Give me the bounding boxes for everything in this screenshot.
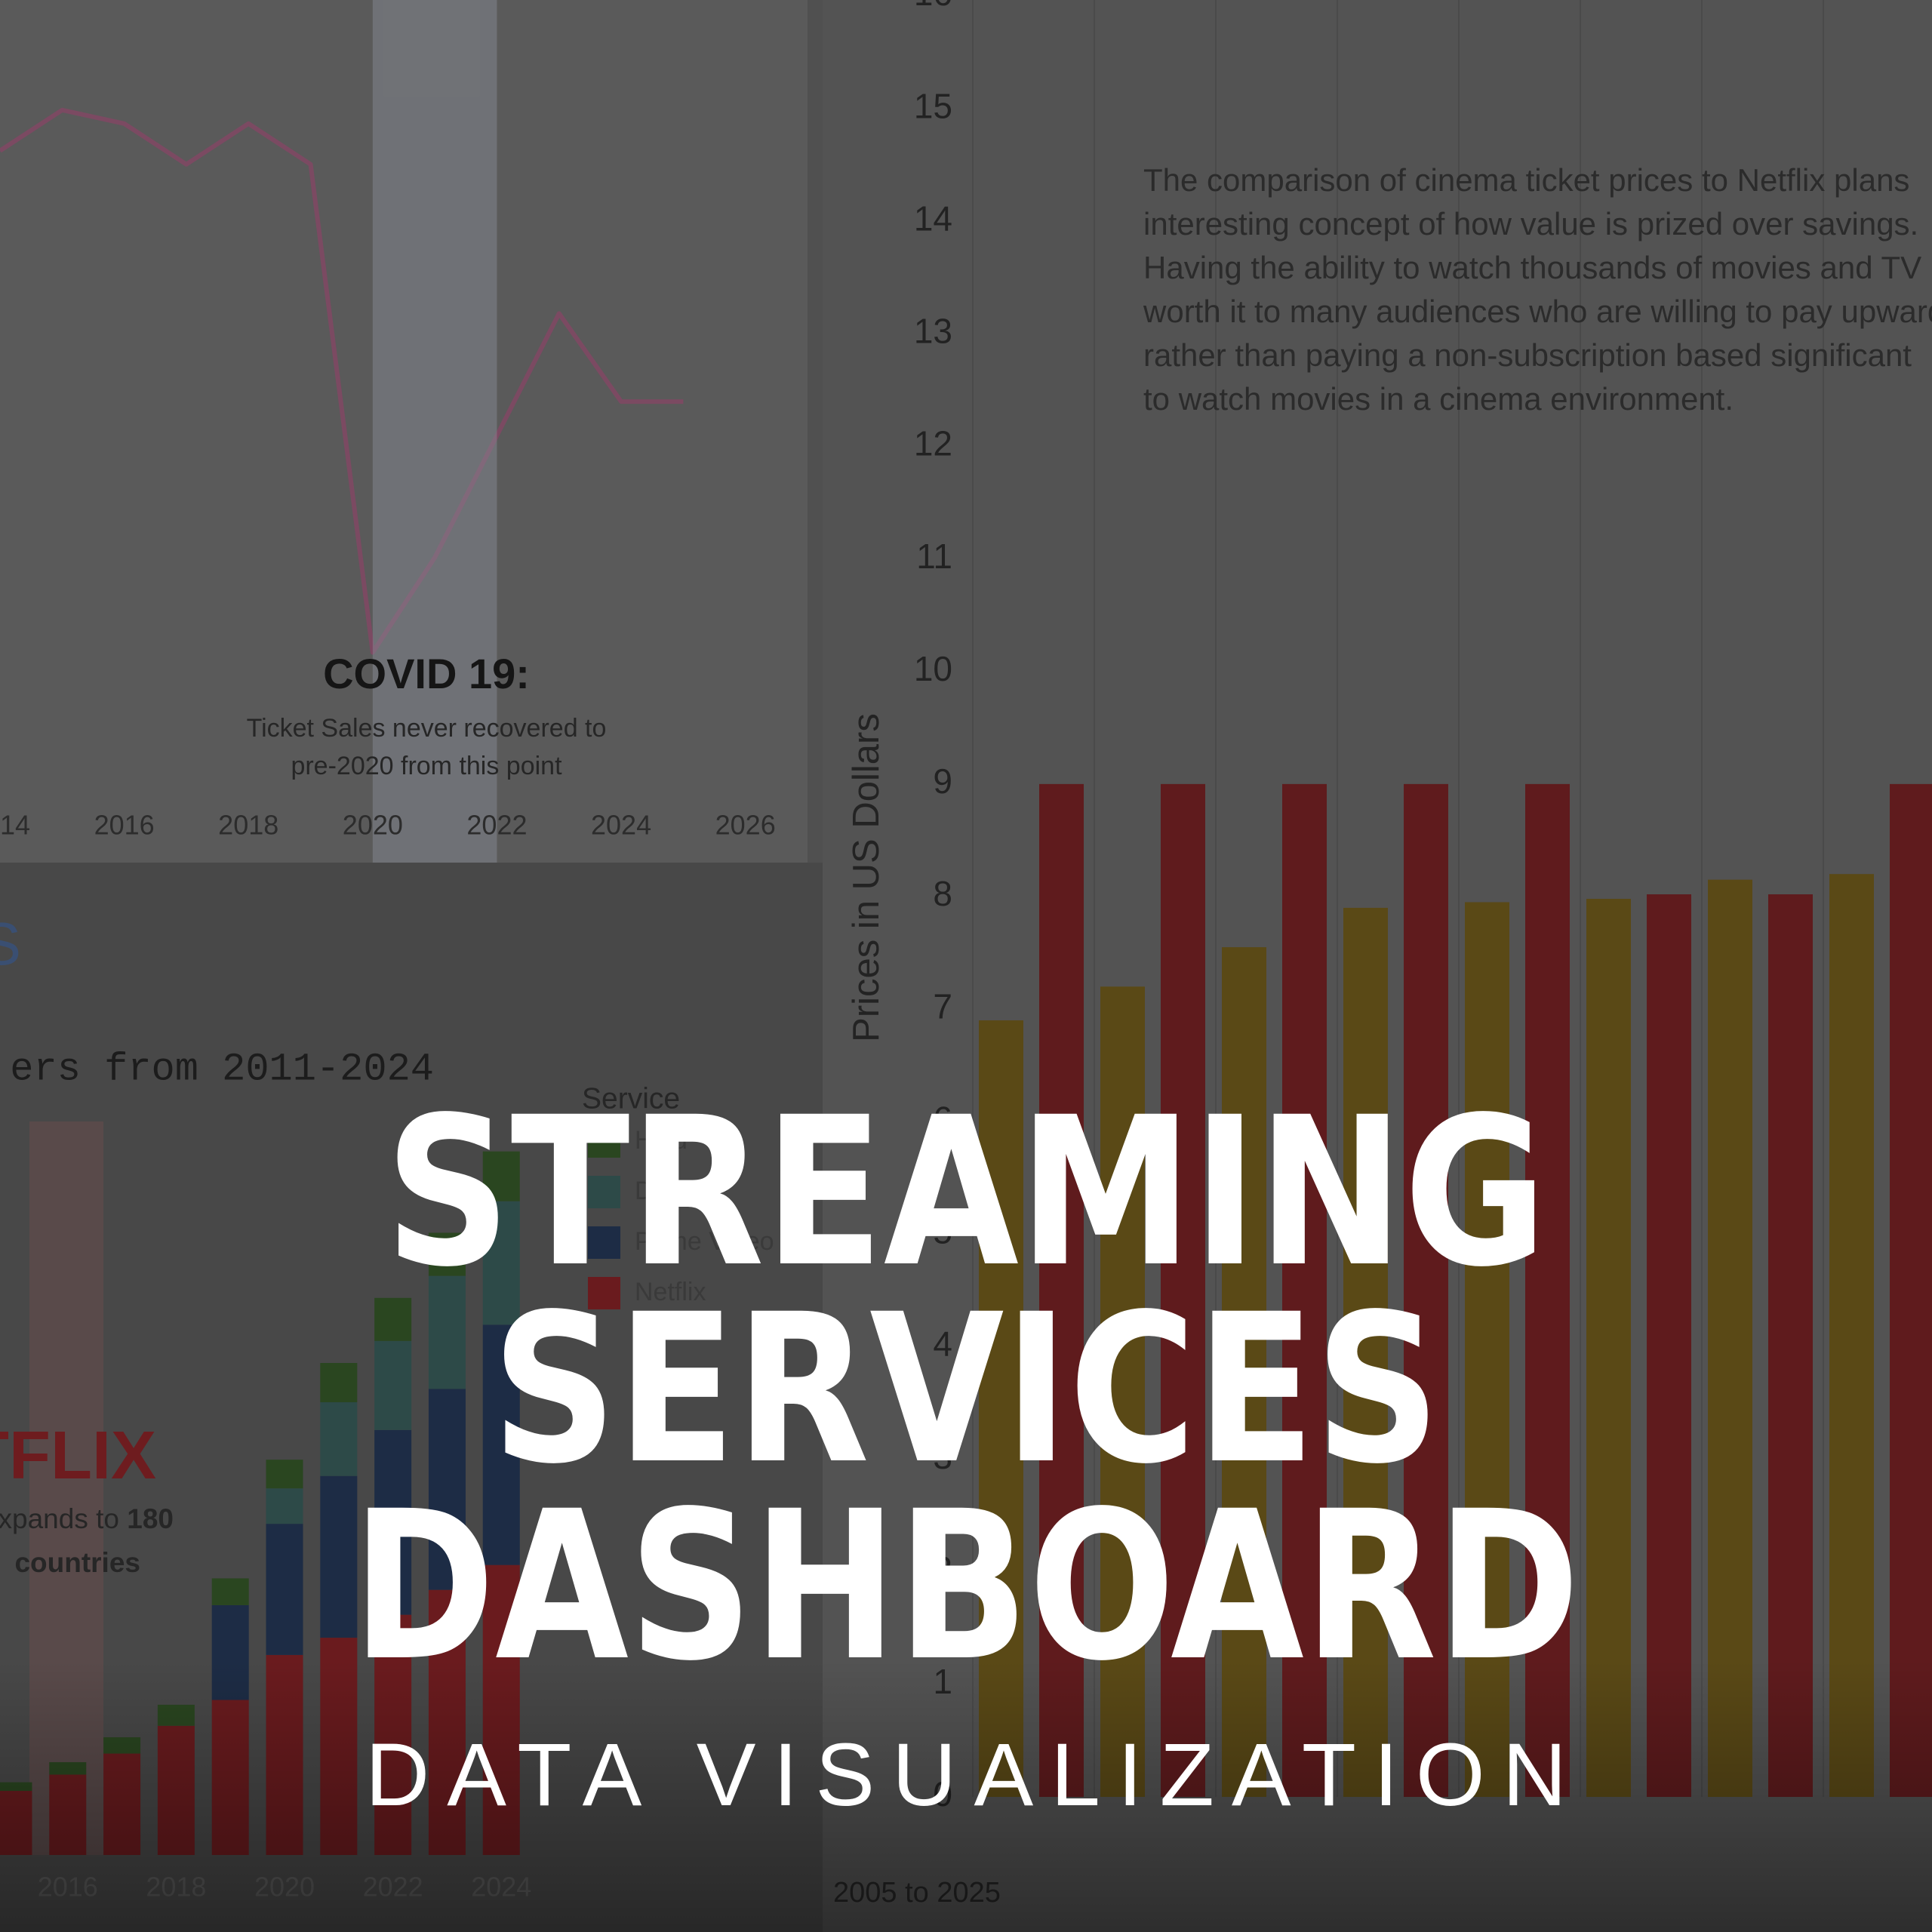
bar-segment <box>320 1402 358 1476</box>
y-tick-label: 11 <box>916 537 952 576</box>
legend-swatch <box>588 1125 620 1158</box>
legend-label: Netflix <box>635 1278 706 1306</box>
bar <box>1647 894 1691 1797</box>
legend-label: Prime Video <box>635 1227 774 1256</box>
title-line: STREAMING <box>385 1074 1547 1312</box>
bar-segment <box>374 1297 412 1341</box>
y-tick-label: 3 <box>933 1437 952 1476</box>
legend-swatch <box>588 1176 620 1208</box>
legend-title: Service <box>582 1082 680 1115</box>
x-tick-label: 2024 <box>591 810 651 841</box>
bar-segment <box>320 1475 358 1638</box>
bar-segment <box>320 1363 358 1403</box>
bar <box>1161 783 1205 1797</box>
annotation-text: Ticket Sales never recovered to <box>247 714 607 743</box>
line-panel <box>0 0 808 863</box>
bar <box>1343 907 1388 1797</box>
legend-label: Hulu <box>635 1126 688 1155</box>
bar-segment <box>428 1275 466 1389</box>
x-tick-label: 2014 <box>0 810 30 841</box>
bar <box>1890 783 1932 1797</box>
chart-title: ers from 2011-2024 <box>10 1048 434 1092</box>
bar <box>1708 879 1752 1797</box>
note-text: expands to 180 <box>0 1503 174 1534</box>
y-tick-label: 5 <box>933 1212 952 1251</box>
bar-segment <box>428 1389 466 1590</box>
bar <box>1282 783 1327 1797</box>
y-tick-label: 13 <box>914 312 952 351</box>
title-line: DASHBOARD <box>352 1468 1580 1706</box>
y-tick-label: 4 <box>933 1324 952 1364</box>
ticket-sales-line <box>0 107 684 655</box>
bar <box>1525 783 1570 1797</box>
description-line: rather than paying a non-subscription ba… <box>1143 337 1912 373</box>
description-line: interesting concept of how value is priz… <box>1143 206 1918 242</box>
y-tick-label: 9 <box>933 761 952 801</box>
title-line: SERVICES <box>492 1271 1441 1509</box>
bar <box>1222 947 1266 1797</box>
bar-segment <box>428 1232 466 1276</box>
bar <box>1465 902 1509 1797</box>
bar-segment <box>482 1151 520 1201</box>
y-tick-label: 7 <box>933 986 952 1026</box>
section-heading: S <box>0 910 21 977</box>
x-tick-label: 2022 <box>466 810 527 841</box>
bar <box>1404 783 1448 1797</box>
bar <box>1586 898 1631 1797</box>
x-tick-label: 2020 <box>343 810 403 841</box>
bar <box>1039 783 1084 1797</box>
bottom-fade <box>0 1660 1932 1932</box>
x-tick-label: 2016 <box>94 810 155 841</box>
description-line: Having the ability to watch thousands of… <box>1143 250 1921 285</box>
y-tick-label: 2 <box>933 1549 952 1589</box>
x-tick-label: 2018 <box>218 810 278 841</box>
bar-segment <box>266 1524 303 1655</box>
y-tick-label: 12 <box>914 424 952 463</box>
bar-segment <box>482 1324 520 1565</box>
y-tick-label: 15 <box>914 86 952 125</box>
note-part: expands to <box>0 1503 127 1534</box>
y-tick-label: 6 <box>933 1099 952 1138</box>
bar <box>1768 894 1813 1797</box>
bar-segment <box>374 1340 412 1430</box>
bar-segment <box>482 1201 520 1325</box>
description-line: The comparison of cinema ticket prices t… <box>1143 162 1909 198</box>
bar-segment <box>374 1429 412 1615</box>
y-axis-label: Prices in US Dollars <box>846 713 887 1042</box>
legend-swatch <box>588 1226 620 1259</box>
note-text: countries <box>14 1547 140 1578</box>
x-tick-label: 2026 <box>715 810 776 841</box>
description-line: worth it to many audiences who are willi… <box>1143 294 1932 329</box>
legend-swatch <box>588 1277 620 1309</box>
covid-band <box>372 0 497 863</box>
annotation-text: pre-2020 from this point <box>291 752 562 780</box>
bar <box>1829 874 1874 1797</box>
brand-text: NETFLIX <box>0 1418 156 1494</box>
y-tick-label: 10 <box>914 649 952 688</box>
note-part: 180 <box>127 1503 174 1534</box>
bar-segment <box>266 1488 303 1524</box>
y-tick-label: 8 <box>933 874 952 913</box>
bar-segment <box>211 1578 249 1605</box>
y-tick-label: 16 <box>914 0 952 13</box>
annotation-title: COVID 19: <box>323 650 530 697</box>
description-line: to watch movies in a cinema environment. <box>1143 381 1734 417</box>
bar-segment <box>266 1460 303 1489</box>
y-tick-label: 14 <box>914 198 952 238</box>
legend-label: Disney+ <box>635 1177 728 1205</box>
